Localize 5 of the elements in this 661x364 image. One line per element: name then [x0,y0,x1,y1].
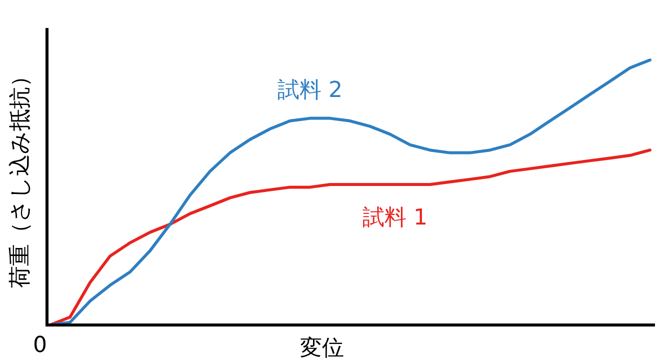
series-label: 試料 2 [278,78,342,103]
x-axis-title: 変位 [300,336,344,361]
y-axis-title: 荷重（さし込み抵抗） [8,65,33,288]
text: 0 [33,333,47,358]
series-label: 試料 1 [362,206,428,231]
